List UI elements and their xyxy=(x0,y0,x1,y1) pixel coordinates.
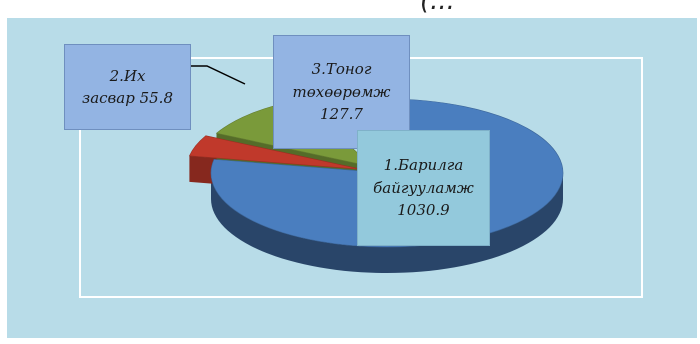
data-label-slice-2-line-1: 2.Их xyxy=(109,66,146,85)
data-label-slice-3-line-3: 127.7 xyxy=(320,105,363,124)
top-caption: (... xyxy=(420,0,455,16)
data-label-slice-3-line-1: 3.Тоног xyxy=(311,60,372,79)
data-label-slice-2-line-2: засвар 55.8 xyxy=(82,89,173,107)
data-label-slice-1: 1.Барилга байгууламж 1030.9 xyxy=(357,130,490,246)
data-label-slice-1-line-2: байгууламж xyxy=(373,178,474,197)
data-label-slice-3-line-2: төхөөрөмж xyxy=(292,82,391,101)
leader-line-slice-2 xyxy=(184,65,246,85)
data-label-slice-1-line-1: 1.Барилга xyxy=(383,156,464,175)
pie-slice-1-side-0 xyxy=(211,173,563,273)
data-label-slice-2: 2.Их засвар 55.8 xyxy=(64,44,191,130)
pie-slice-2-top xyxy=(188,135,363,170)
data-label-slice-3: 3.Тоног төхөөрөмж 127.7 xyxy=(273,35,410,149)
data-label-slice-1-line-3: 1030.9 xyxy=(397,201,450,220)
chart-area: 2.Их засвар 55.8 3.Тоног төхөөрөмж 127.7… xyxy=(7,18,697,338)
